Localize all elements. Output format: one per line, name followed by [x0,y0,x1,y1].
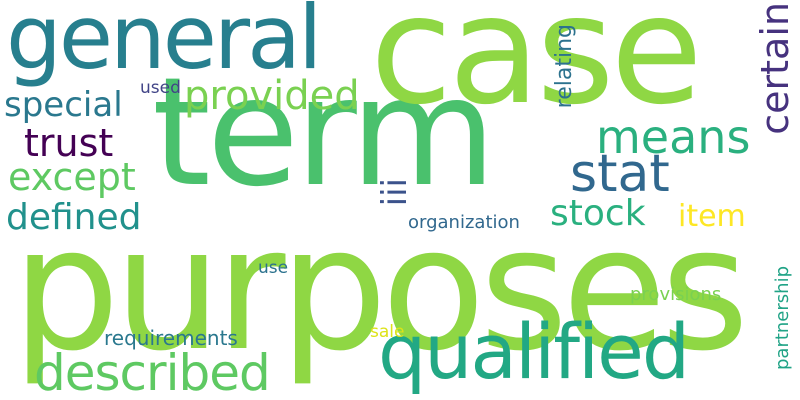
word-case: case [370,0,703,138]
word-stat: stat [570,144,670,204]
word-item: item [678,199,746,234]
word-term: term [152,46,496,220]
word-certain: certain [753,2,797,135]
word-stock: stock [550,193,646,234]
word-trust: trust [24,121,114,165]
word-qualified: qualified [378,307,690,396]
word-requirements: requirements [104,326,238,350]
word-sale: sale [370,322,405,342]
word-purposes: purposes [12,191,749,389]
word-organization: organization [408,212,520,233]
word-defined: defined [6,197,142,238]
word-used: used [140,78,181,98]
word-provided: provided [184,73,360,119]
word-iii: iii [375,178,415,207]
word-relating: relating [552,24,577,109]
word-except: except [8,155,136,199]
word-partnership: partnership [772,266,793,371]
word-special: special [4,85,123,125]
word-means: means [596,110,751,164]
word-general: general [6,0,322,89]
word-use: use [258,258,289,278]
word-provisions: provisions [630,284,722,305]
word-described: described [34,344,271,400]
